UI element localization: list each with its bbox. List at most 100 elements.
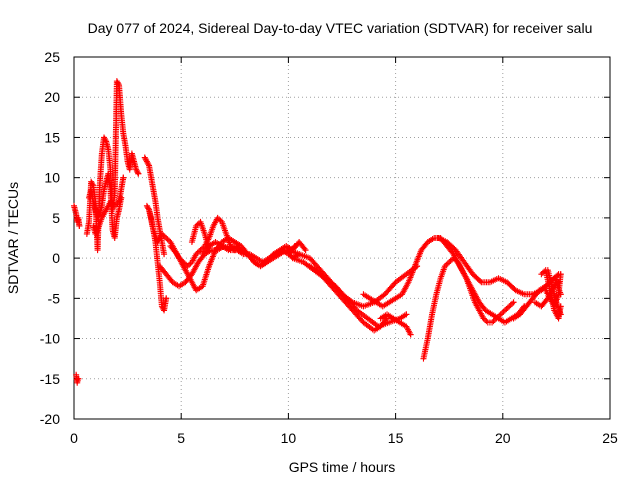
data-point [160,232,167,239]
data-point [302,247,309,254]
data-point [113,201,120,208]
y-tick-label: 5 [52,210,60,226]
data-point [143,202,150,209]
y-tick-label: 25 [44,49,60,65]
plot-frame [73,56,611,420]
x-tick-label: 5 [177,430,185,446]
data-point [142,155,149,162]
series-track-o [306,263,391,334]
data-point [134,169,141,176]
data-point [451,256,458,263]
series-track-x [544,267,564,318]
data-point [507,302,514,309]
series-track-l [199,239,309,270]
data-point [538,271,545,278]
data-point [133,167,140,174]
x-tick-label: 10 [281,430,297,446]
data-point [115,80,122,87]
data-point [144,204,151,211]
data-point [483,318,490,325]
data-point [141,154,148,161]
data-point [161,251,168,258]
data-point [111,202,118,209]
data-point [108,200,115,207]
x-tick-label: 15 [388,430,404,446]
data-point [143,158,150,165]
data-point [510,299,517,306]
data-point [158,230,165,237]
data-point [509,300,516,307]
series-track-a [71,202,83,229]
data-point [490,318,497,325]
x-axis-label: GPS time / hours [289,459,396,475]
data-point [145,205,152,212]
data-point [501,307,508,314]
data-point [557,311,564,318]
data-point [101,134,108,141]
data-point [441,263,448,270]
data-point [113,78,120,85]
data-point [135,170,142,177]
series-track-b [73,371,82,386]
data-point [133,166,140,173]
data-point [164,236,171,243]
data-point [557,271,564,278]
data-point [93,228,100,235]
data-point [493,315,500,322]
data-point [504,304,511,311]
data-point [76,222,83,229]
data-point [489,319,496,326]
data-point [494,314,501,321]
data-point [198,245,205,252]
series-track-r [420,255,517,362]
data-point [114,200,121,207]
y-tick-label: -20 [40,411,60,427]
data-point [88,180,95,187]
data-point [75,375,82,382]
series-track-e [90,174,127,237]
data-point [143,157,150,164]
data-point [444,260,451,267]
data-point [477,278,484,285]
y-axis-label: SDTVAR / TECUs [5,182,21,294]
y-tick-label: -5 [48,290,61,306]
data-point [193,222,200,229]
data-point [551,275,558,282]
data-point [186,261,193,268]
data-point [163,295,170,302]
data-point [216,216,223,223]
x-tick-label: 25 [602,430,618,446]
data-point [491,316,498,323]
chart-title: Day 077 of 2024, Sidereal Day-to-day VTE… [88,20,593,36]
y-tick-label: -15 [40,371,60,387]
data-point [301,245,308,252]
x-tick-label: 20 [495,430,511,446]
data-point [450,255,457,262]
series-track-f [141,154,168,258]
data-point [447,257,454,264]
data-point [481,316,488,323]
y-tick-label: 0 [52,250,60,266]
data-point [161,233,168,240]
data-point [88,178,95,185]
data-series [71,78,564,386]
x-tick-labels: 0 5 10 15 20 25 [70,430,618,446]
data-point [539,269,546,276]
data-point [500,308,507,315]
data-point [403,311,410,318]
data-point [443,261,450,268]
data-point [114,79,121,86]
y-tick-labels: -20 -15 -10 -5 0 5 10 15 20 25 [40,49,60,427]
x-tick-label: 0 [70,430,78,446]
data-point [217,217,224,224]
data-point [499,310,506,317]
data-point [120,174,127,181]
data-point [194,249,201,256]
data-point [197,247,204,254]
data-point [193,251,200,258]
data-point [496,312,503,319]
data-point [102,137,109,144]
y-tick-label: 15 [44,129,60,145]
